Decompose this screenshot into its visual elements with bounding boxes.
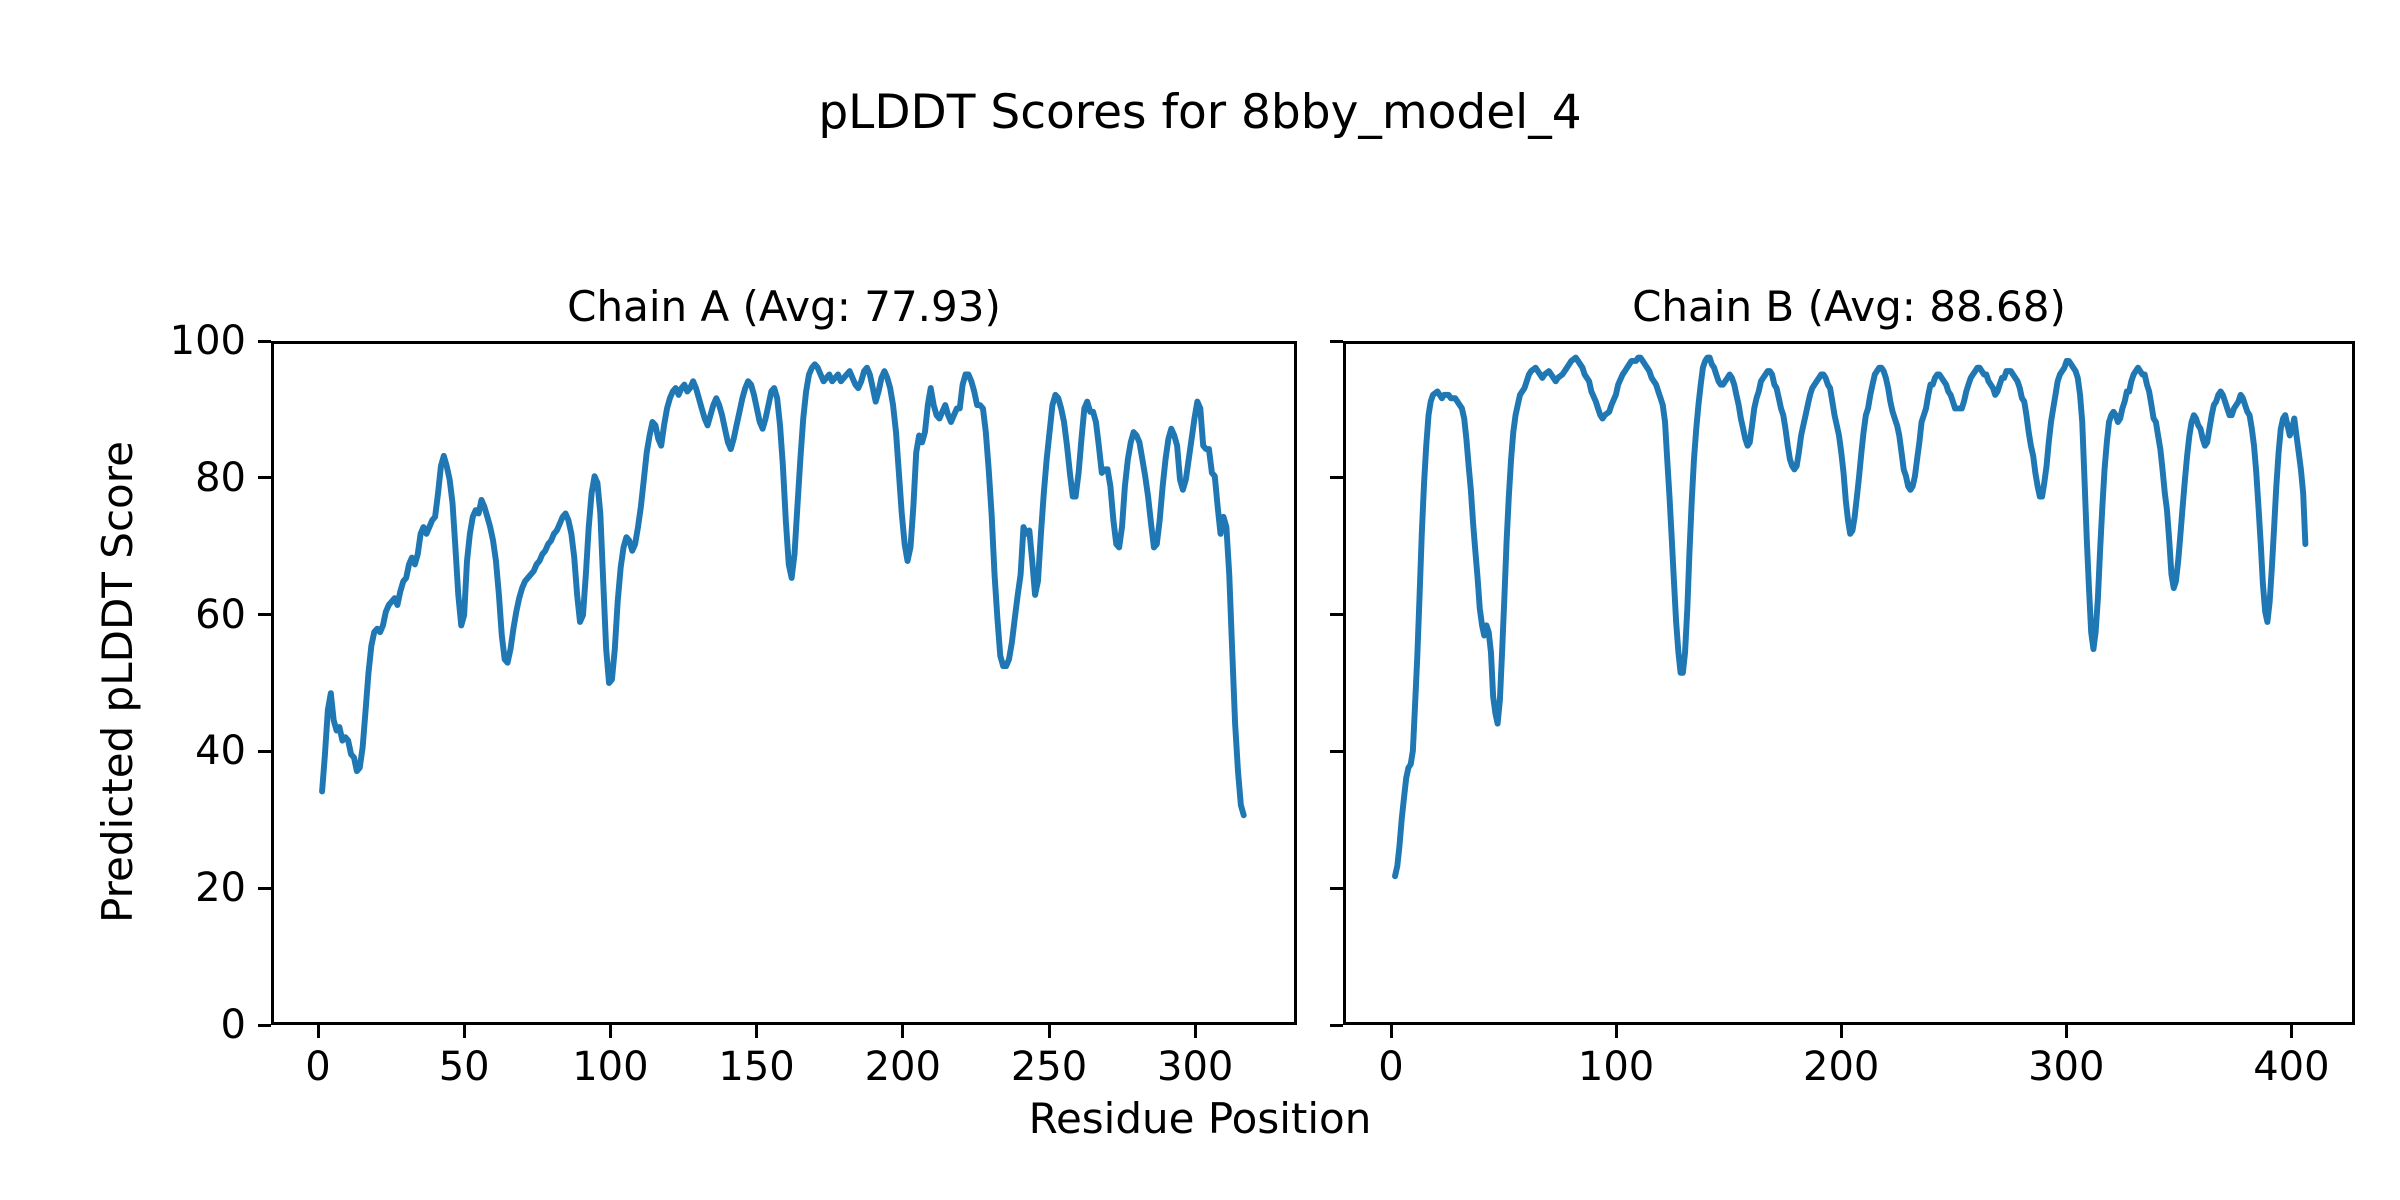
y-tick	[1330, 339, 1343, 343]
chain-a-plddt-line	[319, 361, 1247, 819]
y-tick	[1330, 613, 1343, 617]
y-tick-label: 20	[195, 865, 246, 912]
x-tick-label: 400	[2253, 1044, 2330, 1090]
x-tick	[1193, 1025, 1197, 1038]
y-tick	[1330, 886, 1343, 890]
subplot-chain-a: Chain A (Avg: 77.93)	[271, 283, 1297, 1025]
x-tick	[1614, 1025, 1618, 1038]
x-tick-label: 0	[1378, 1044, 1404, 1090]
y-tick	[258, 339, 271, 343]
x-tick-label: 100	[572, 1044, 649, 1090]
y-tick-label: 100	[169, 318, 246, 364]
x-tick-label: 200	[864, 1044, 941, 1090]
x-tick	[1839, 1025, 1843, 1038]
chain-a-line-chart	[319, 361, 1247, 819]
x-tick-label: 50	[438, 1044, 490, 1090]
x-tick-label: 300	[1157, 1044, 1234, 1090]
x-tick	[462, 1025, 466, 1038]
x-tick-label: 100	[1577, 1044, 1655, 1090]
chain-a-title: Chain A (Avg: 77.93)	[567, 281, 1001, 331]
x-tick	[755, 1025, 759, 1038]
chain-b-title: Chain B (Avg: 88.68)	[1632, 281, 2066, 331]
chain-b-plddt-line	[1392, 354, 2309, 880]
x-tick-label: 200	[1803, 1044, 1880, 1090]
x-tick-label: 250	[1010, 1044, 1088, 1090]
y-tick	[258, 476, 271, 480]
figure-title: pLDDT Scores for 8bby_model_4	[818, 85, 1582, 140]
x-tick	[1389, 1025, 1393, 1038]
subplot-chain-b: Chain B (Avg: 88.68)	[1343, 283, 2355, 1025]
x-tick	[2064, 1025, 2068, 1038]
x-tick-label: 0	[305, 1044, 331, 1090]
x-tick	[608, 1025, 612, 1038]
y-tick-label: 40	[195, 728, 246, 775]
y-tick-label: 80	[195, 454, 246, 501]
chain-b-line-chart	[1392, 354, 2309, 880]
y-tick	[258, 613, 271, 617]
x-tick	[901, 1025, 905, 1038]
y-tick	[1330, 749, 1343, 753]
y-tick	[258, 749, 271, 753]
x-tick-label: 300	[2028, 1044, 2105, 1090]
x-tick	[2289, 1025, 2293, 1038]
x-tick-label: 150	[718, 1044, 795, 1090]
y-tick-label: 0	[220, 1002, 246, 1048]
y-axis-label: Predicted pLDDT Score	[92, 441, 142, 923]
y-tick	[258, 1023, 271, 1027]
x-axis-label: Residue Position	[1028, 1094, 1372, 1143]
y-tick	[1330, 476, 1343, 480]
y-tick	[258, 886, 271, 890]
x-tick	[1047, 1025, 1051, 1038]
y-tick	[1330, 1023, 1343, 1027]
x-tick	[316, 1025, 320, 1038]
y-tick-label: 60	[195, 591, 246, 638]
